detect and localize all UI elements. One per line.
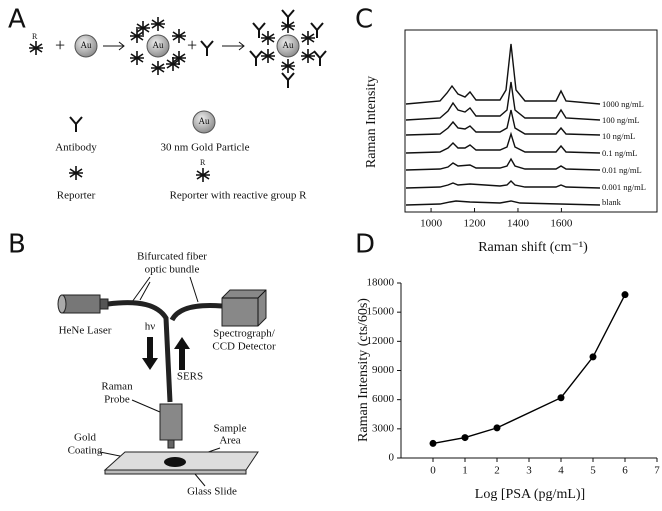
panel-label: A — [8, 5, 26, 35]
y-tick-label: 3000 — [372, 422, 395, 434]
legend-text: 30 nm Gold Particle — [161, 142, 250, 154]
data-point — [493, 424, 501, 432]
axes — [400, 283, 657, 459]
legend-text: Antibody — [55, 142, 97, 154]
legend-text: Reporter with reactive group R — [170, 190, 308, 202]
x-tick-label: 1600 — [550, 218, 573, 230]
y-tick-label: 9000 — [372, 364, 395, 376]
probe-label: Probe — [104, 394, 130, 406]
scheme: R + Au Au + Au — [28, 9, 327, 89]
au-label: Au — [283, 40, 294, 50]
x-tick-label: 3 — [526, 465, 532, 477]
sample-label: Area — [219, 435, 240, 447]
data-line — [432, 294, 626, 445]
detector-label: Spectrograph/ — [213, 328, 276, 340]
sample-label: Sample — [214, 423, 247, 435]
data-point — [589, 353, 597, 361]
spectra — [405, 43, 601, 206]
y-tick-label: 15000 — [367, 306, 395, 318]
coating-label: Coating — [68, 445, 103, 457]
series-label: 0.1 ng/mL — [602, 148, 637, 158]
plot-frame — [404, 29, 658, 213]
series-label: blank — [602, 197, 622, 207]
x-tick-label: 1000 — [420, 218, 443, 230]
laser — [57, 294, 109, 314]
laser-label: HeNe Laser — [59, 325, 112, 337]
y-tick-label: 18000 — [367, 277, 395, 289]
svg-text:+: + — [187, 35, 197, 55]
series-label: 100 ng/mL — [602, 115, 640, 125]
x-tick-label: 6 — [622, 465, 628, 477]
data-point — [429, 439, 437, 447]
panel-label: B — [8, 230, 26, 260]
detector-label: CCD Detector — [212, 341, 276, 353]
series-label: 1000 ng/mL — [602, 99, 644, 109]
y-tick-label: 12000 — [367, 335, 395, 347]
x-axis-label: Log [PSA (pg/mL)] — [475, 487, 585, 502]
au-label: Au — [199, 116, 210, 126]
series-label: 0.01 ng/mL — [602, 165, 642, 175]
r-label: R — [200, 158, 206, 167]
y-tick-label: 0 — [389, 452, 395, 464]
legend-text: Reporter — [57, 190, 96, 202]
detector — [221, 289, 267, 327]
au-label: Au — [153, 40, 164, 50]
hv-label: hν — [145, 321, 156, 333]
x-tick-label: 7 — [654, 465, 660, 477]
series-label: 0.001 ng/mL — [602, 182, 646, 192]
x-tick-label: 1 — [462, 465, 468, 477]
svg-text:+: + — [55, 35, 65, 55]
x-axis-label: Raman shift (cm⁻¹) — [478, 240, 588, 255]
au-label: Au — [81, 40, 92, 50]
x-tick-label: 2 — [494, 465, 500, 477]
x-tick-label: 1400 — [507, 218, 530, 230]
y-tick-label: 6000 — [372, 393, 395, 405]
panel-label: C — [355, 5, 373, 35]
data-point — [557, 394, 565, 402]
fiber-label: optic bundle — [145, 264, 200, 276]
slide-label: Glass Slide — [187, 486, 237, 498]
data-point — [621, 291, 629, 299]
panel-label: D — [355, 230, 375, 260]
fiber-label: Bifurcated fiber — [137, 251, 207, 263]
x-tick-label: 4 — [558, 465, 564, 477]
coating-label: Gold — [74, 432, 97, 444]
data-point — [461, 434, 469, 442]
r-label: R — [32, 32, 38, 41]
sers-label: SERS — [177, 371, 203, 383]
x-tick-label: 1200 — [464, 218, 487, 230]
x-tick-label: 0 — [430, 465, 436, 477]
probe-label: Raman — [101, 381, 133, 393]
x-tick-label: 5 — [590, 465, 596, 477]
y-axis-label: Raman Intensity — [364, 76, 379, 168]
y-axis-label: Raman Intensity (cts/60s) — [356, 298, 371, 442]
series-label: 10 ng/mL — [602, 131, 635, 141]
